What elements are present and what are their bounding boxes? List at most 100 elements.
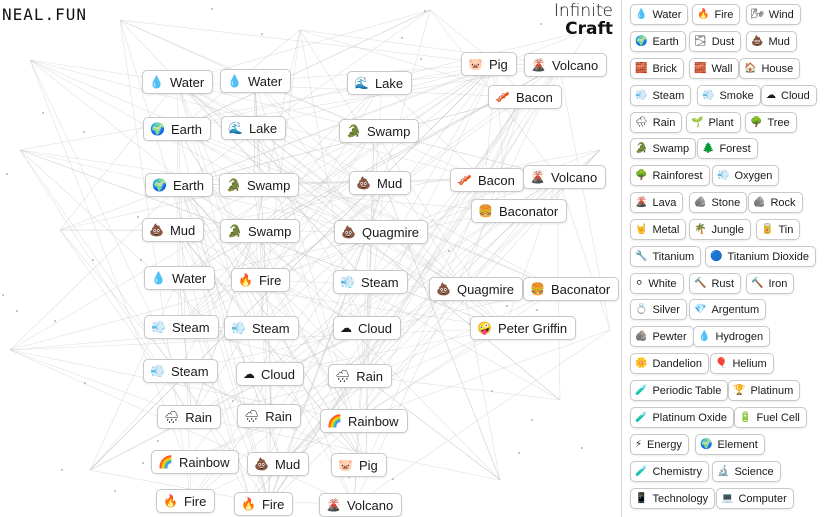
workspace-item-fire[interactable]: 🔥 Fire bbox=[156, 489, 216, 513]
sidebar-item-helium[interactable]: 🎈 Helium bbox=[710, 353, 774, 374]
neal-fun-logo[interactable]: NEAL.FUN bbox=[2, 5, 88, 24]
sidebar-item-wind[interactable]: 🌬 Wind bbox=[746, 4, 801, 25]
sidebar-item-swamp[interactable]: 🐊 Swamp bbox=[630, 138, 697, 159]
workspace-item-fire[interactable]: 🔥 Fire bbox=[234, 492, 294, 516]
workspace-item-baconator[interactable]: 🍔 Baconator bbox=[523, 277, 620, 301]
sidebar-item-hydrogen[interactable]: 💧 Hydrogen bbox=[693, 326, 771, 347]
sidebar-item-lava[interactable]: 🌋 Lava bbox=[630, 192, 684, 213]
workspace-item-cloud[interactable]: ☁ Cloud bbox=[333, 316, 401, 340]
workspace-item-steam[interactable]: 💨 Steam bbox=[143, 359, 218, 383]
periodic-table-icon: 🧪 bbox=[635, 385, 648, 396]
sidebar-item-pewter[interactable]: 🪨 Pewter bbox=[630, 326, 694, 347]
workspace-item-earth[interactable]: 🌍 Earth bbox=[145, 173, 214, 197]
workspace-item-lake[interactable]: 🌊 Lake bbox=[221, 116, 287, 140]
workspace-item-swamp[interactable]: 🐊 Swamp bbox=[339, 119, 420, 143]
workspace-item-rain[interactable]: 🌧 Rain bbox=[157, 405, 221, 429]
sidebar-item-water[interactable]: 💧 Water bbox=[630, 4, 689, 25]
workspace-item-volcano[interactable]: 🌋 Volcano bbox=[319, 493, 403, 517]
workspace-item-pig[interactable]: 🐷 Pig bbox=[331, 453, 387, 477]
cloud-icon: ☁ bbox=[340, 321, 352, 335]
workspace-item-label: Earth bbox=[172, 177, 205, 193]
workspace-item-baconator[interactable]: 🍔 Baconator bbox=[471, 199, 568, 223]
workspace-item-steam[interactable]: 💨 Steam bbox=[224, 316, 299, 340]
workspace-item-quagmire[interactable]: 💩 Quagmire bbox=[429, 277, 524, 301]
sidebar-item-element[interactable]: 🌍 Element bbox=[695, 434, 765, 455]
sidebar-item-argentum[interactable]: 💎 Argentum bbox=[689, 299, 767, 320]
sidebar-item-dandelion[interactable]: 🌼 Dandelion bbox=[630, 353, 709, 374]
sidebar-item-silver[interactable]: 💍 Silver bbox=[630, 299, 687, 320]
sidebar-item-platinum-oxide[interactable]: 🧪 Platinum Oxide bbox=[630, 407, 735, 428]
workspace-item-rainbow[interactable]: 🌈 Rainbow bbox=[151, 450, 239, 474]
sidebar-item-smoke[interactable]: 💨 Smoke bbox=[697, 85, 761, 106]
sidebar-item-rainforest[interactable]: 🌳 Rainforest bbox=[630, 165, 710, 186]
sidebar-item-tin[interactable]: 🥫 Tin bbox=[756, 219, 801, 240]
workspace-item-pig[interactable]: 🐷 Pig bbox=[461, 52, 517, 76]
sidebar-item-fire[interactable]: 🔥 Fire bbox=[692, 4, 741, 25]
sidebar-item-titanium[interactable]: 🔧 Titanium bbox=[630, 246, 702, 267]
sidebar-item-rain[interactable]: 🌧 Rain bbox=[630, 112, 683, 133]
workspace-item-steam[interactable]: 💨 Steam bbox=[144, 315, 219, 339]
sidebar-item-brick[interactable]: 🧱 Brick bbox=[630, 58, 684, 79]
sidebar-item-technology[interactable]: 📱 Technology bbox=[630, 488, 716, 509]
connection-line bbox=[254, 63, 497, 232]
workspace-item-bacon[interactable]: 🥓 Bacon bbox=[488, 85, 562, 109]
silver-icon: 💍 bbox=[635, 304, 648, 315]
sidebar-item-house[interactable]: 🏠 House bbox=[739, 58, 801, 79]
workspace-item-fire[interactable]: 🔥 Fire bbox=[231, 268, 291, 292]
sidebar-item-rust[interactable]: 🔨 Rust bbox=[689, 273, 742, 294]
sidebar-item-metal[interactable]: 🤘 Metal bbox=[630, 219, 687, 240]
sidebar-item-rock[interactable]: 🪨 Rock bbox=[748, 192, 803, 213]
sidebar-item-chemistry[interactable]: 🧪 Chemistry bbox=[630, 461, 709, 482]
workspace-item-water[interactable]: 💧 Water bbox=[144, 266, 216, 290]
connection-line bbox=[176, 229, 364, 377]
sidebar-item-energy[interactable]: ⚡ Energy bbox=[630, 434, 689, 455]
background-dot bbox=[137, 216, 139, 218]
workspace-item-volcano[interactable]: 🌋 Volcano bbox=[523, 165, 607, 189]
element-sidebar[interactable]: 💧 Water 🔥 Fire 🌬 Wind 🌍 Earth 🌫 Dust 💩 Mud 🧱 Brick 🧱 Wa… bbox=[621, 0, 825, 517]
workspace-item-rain[interactable]: 🌧 Rain bbox=[237, 404, 301, 428]
craft-canvas[interactable]: NEAL.FUN Infinite Craft 💧 Water 💧 Water 🌊 Lak… bbox=[0, 0, 621, 517]
sidebar-item-earth[interactable]: 🌍 Earth bbox=[630, 31, 686, 52]
workspace-item-bacon[interactable]: 🥓 Bacon bbox=[450, 168, 524, 192]
sidebar-item-label: Forest bbox=[719, 142, 751, 155]
workspace-item-earth[interactable]: 🌍 Earth bbox=[143, 117, 212, 141]
sidebar-item-titanium-dioxide[interactable]: 🔵 Titanium Dioxide bbox=[705, 246, 816, 267]
sidebar-item-oxygen[interactable]: 💨 Oxygen bbox=[712, 165, 780, 186]
workspace-item-water[interactable]: 💧 Water bbox=[142, 70, 214, 94]
sidebar-item-computer[interactable]: 💻 Computer bbox=[716, 488, 794, 509]
sidebar-item-steam[interactable]: 💨 Steam bbox=[630, 85, 692, 106]
sidebar-item-iron[interactable]: 🔨 Iron bbox=[746, 273, 795, 294]
sidebar-item-white[interactable]: ⚪ White bbox=[630, 273, 684, 294]
sidebar-item-dust[interactable]: 🌫 Dust bbox=[689, 31, 742, 52]
workspace-item-cloud[interactable]: ☁ Cloud bbox=[236, 362, 304, 386]
workspace-item-water[interactable]: 💧 Water bbox=[220, 69, 292, 93]
sidebar-item-periodic-table[interactable]: 🧪 Periodic Table bbox=[630, 380, 729, 401]
sidebar-item-plant[interactable]: 🌱 Plant bbox=[686, 112, 741, 133]
sidebar-item-science[interactable]: 🔬 Science bbox=[712, 461, 781, 482]
workspace-item-swamp[interactable]: 🐊 Swamp bbox=[220, 219, 301, 243]
workspace-item-peter-griffin[interactable]: 🤪 Peter Griffin bbox=[470, 316, 577, 340]
workspace-item-swamp[interactable]: 🐊 Swamp bbox=[219, 173, 300, 197]
workspace-item-volcano[interactable]: 🌋 Volcano bbox=[524, 53, 608, 77]
workspace-item-mud[interactable]: 💩 Mud bbox=[349, 171, 412, 195]
sidebar-item-tree[interactable]: 🌳 Tree bbox=[745, 112, 797, 133]
sidebar-item-mud[interactable]: 💩 Mud bbox=[746, 31, 797, 52]
background-dot bbox=[518, 452, 520, 454]
workspace-item-rainbow[interactable]: 🌈 Rainbow bbox=[320, 409, 408, 433]
sidebar-item-wall[interactable]: 🧱 Wall bbox=[689, 58, 740, 79]
connection-line bbox=[249, 375, 364, 501]
workspace-item-mud[interactable]: 💩 Mud bbox=[247, 452, 310, 476]
sidebar-item-platinum[interactable]: 🏆 Platinum bbox=[728, 380, 801, 401]
workspace-item-steam[interactable]: 💨 Steam bbox=[333, 270, 408, 294]
workspace-item-lake[interactable]: 🌊 Lake bbox=[347, 71, 413, 95]
sidebar-item-cloud[interactable]: ☁ Cloud bbox=[761, 85, 817, 106]
sidebar-item-fuel-cell[interactable]: 🔋 Fuel Cell bbox=[734, 407, 807, 428]
sidebar-item-jungle[interactable]: 🌴 Jungle bbox=[689, 219, 751, 240]
workspace-item-quagmire[interactable]: 💩 Quagmire bbox=[334, 220, 429, 244]
quagmire-icon: 💩 bbox=[436, 282, 451, 296]
sidebar-item-forest[interactable]: 🌲 Forest bbox=[697, 138, 758, 159]
workspace-item-mud[interactable]: 💩 Mud bbox=[142, 218, 205, 242]
workspace-item-rain[interactable]: 🌧 Rain bbox=[328, 364, 392, 388]
sidebar-item-stone[interactable]: 🪨 Stone bbox=[689, 192, 748, 213]
connection-line bbox=[177, 128, 559, 290]
